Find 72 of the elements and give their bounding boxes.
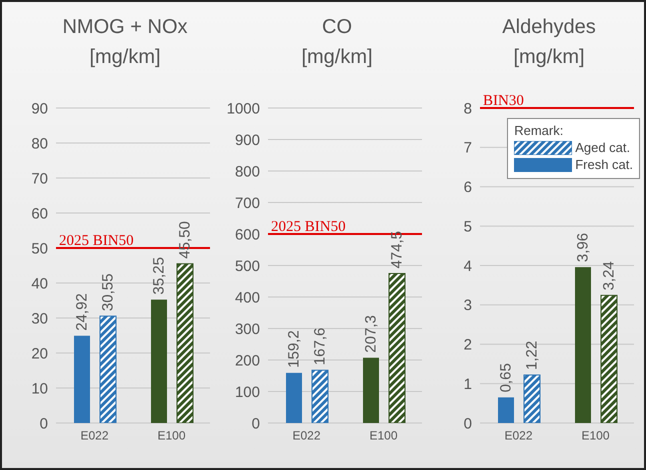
legend-label: Aged cat.	[575, 140, 630, 155]
y-tick-label: 50	[31, 240, 48, 258]
x-tick-label: E022	[504, 428, 533, 443]
data-label: 30,55	[100, 274, 116, 312]
y-tick-label: 60	[31, 205, 48, 222]
y-tick-label: 1000	[226, 100, 260, 118]
legend-title: Remark:	[514, 123, 564, 138]
y-tick-label: 90	[31, 100, 48, 118]
data-label: 159,2	[286, 330, 302, 368]
chart-title: Aldehydes	[501, 15, 597, 40]
x-tick-label: E100	[157, 428, 186, 443]
y-tick-label: 1	[464, 376, 472, 393]
y-tick-label: 0	[40, 415, 48, 432]
x-tick-label: E100	[581, 428, 610, 443]
y-tick-label: 800	[234, 163, 260, 180]
y-tick-label: 700	[234, 194, 260, 212]
chart-subtitle: [mg/km]	[512, 45, 586, 70]
y-tick-label: 3	[464, 297, 472, 314]
bar	[312, 370, 328, 423]
y-tick-label: 0	[464, 415, 472, 432]
data-label: 3,96	[574, 232, 592, 262]
bar	[524, 374, 540, 423]
data-label: 1,22	[524, 340, 540, 370]
bar	[600, 294, 618, 423]
bar	[100, 316, 116, 423]
y-tick-label: 900	[234, 132, 260, 149]
y-tick-label: 20	[31, 345, 48, 362]
y-tick-label: 10	[31, 380, 48, 398]
bar	[74, 336, 90, 423]
data-label: 0,65	[498, 363, 514, 392]
x-tick-label: E022	[80, 428, 109, 443]
y-tick-label: 70	[31, 170, 48, 188]
y-tick-label: 500	[234, 258, 260, 275]
y-tick-label: 100	[234, 384, 260, 401]
y-tick-label: 40	[31, 275, 48, 292]
data-label: 167,6	[312, 328, 328, 366]
y-tick-label: 7	[464, 140, 472, 157]
chart-title: NMOG + NOx	[61, 15, 188, 40]
y-tick-label: 8	[464, 100, 472, 118]
y-tick-label: 600	[234, 226, 260, 244]
legend-label: Fresh cat.	[575, 157, 633, 172]
data-label: 474,5	[388, 230, 406, 269]
x-tick-label: E100	[369, 428, 398, 443]
x-tick-label: E022	[292, 428, 321, 443]
data-label: 35,25	[150, 257, 168, 295]
bar	[286, 372, 302, 423]
y-tick-label: 30	[31, 310, 48, 328]
chart-subtitle: [mg/km]	[300, 45, 374, 70]
bar	[363, 358, 379, 423]
data-label: 24,92	[74, 293, 90, 331]
ref-line-label: BIN30	[483, 93, 524, 109]
y-tick-label: 5	[464, 218, 472, 236]
y-tick-label: 0	[252, 415, 260, 432]
y-tick-label: 2	[464, 336, 472, 354]
bar	[575, 267, 591, 423]
chart-subtitle: [mg/km]	[88, 45, 162, 70]
y-tick-label: 300	[234, 320, 260, 338]
data-label: 45,50	[176, 221, 194, 259]
data-label: 3,24	[600, 261, 618, 290]
y-tick-label: 200	[234, 352, 260, 370]
data-label: 207,3	[362, 315, 380, 353]
bar	[151, 300, 167, 423]
y-tick-label: 6	[464, 179, 472, 196]
bar	[388, 273, 406, 423]
y-tick-label: 400	[234, 289, 260, 306]
y-tick-label: 4	[464, 258, 472, 275]
bar	[498, 397, 514, 423]
chart-title: CO	[321, 15, 353, 40]
ref-line-label: 2025 BIN50	[271, 219, 346, 235]
y-tick-label: 80	[31, 135, 48, 152]
ref-line-label: 2025 BIN50	[59, 233, 134, 249]
bar	[176, 263, 194, 423]
